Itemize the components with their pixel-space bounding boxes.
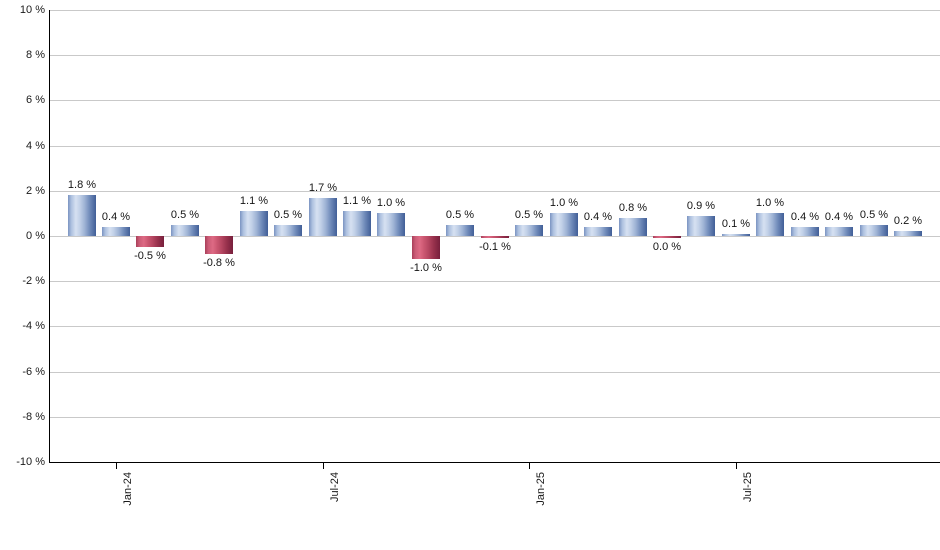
bar	[377, 213, 405, 236]
y-tick-label: 0 %	[26, 230, 45, 242]
bar	[446, 225, 474, 236]
bar	[756, 213, 784, 236]
x-tick-mark	[529, 462, 530, 469]
y-tick-label: 10 %	[19, 4, 45, 16]
bar	[825, 227, 853, 236]
bar	[687, 216, 715, 236]
bar-value-label: 1.0 %	[376, 197, 406, 209]
bar-value-label: 0.1 %	[721, 218, 751, 230]
bar-value-label: 0.4 %	[101, 211, 131, 223]
y-grid-line	[49, 417, 940, 418]
x-tick-label: Jul-25	[742, 472, 754, 502]
y-grid-line	[49, 281, 940, 282]
bar-value-label: -0.1 %	[479, 241, 511, 253]
bar-value-label: 0.5 %	[273, 209, 303, 221]
y-grid-line	[49, 191, 940, 192]
bar	[722, 234, 750, 236]
y-grid-line	[49, 146, 940, 147]
y-grid-line	[49, 326, 940, 327]
bar	[481, 236, 509, 238]
y-tick-label: 8 %	[26, 49, 45, 61]
y-tick-label: -4 %	[22, 320, 45, 332]
bar-value-label: -0.5 %	[134, 250, 166, 262]
bar-value-label: 1.7 %	[308, 182, 338, 194]
x-tick-mark	[736, 462, 737, 469]
bar	[860, 225, 888, 236]
bar-value-label: -1.0 %	[410, 262, 442, 274]
bar	[584, 227, 612, 236]
bar-value-label: 0.2 %	[893, 215, 923, 227]
y-tick-label: -10 %	[16, 456, 45, 468]
x-axis-line	[49, 462, 940, 463]
bar-value-label: 0.0 %	[652, 241, 682, 253]
x-tick-label: Jul-24	[329, 472, 341, 502]
bar-value-label: 0.4 %	[790, 211, 820, 223]
bar	[274, 225, 302, 236]
y-grid-line	[49, 10, 940, 11]
bar-value-label: 1.0 %	[549, 197, 579, 209]
x-tick-mark	[116, 462, 117, 469]
bar	[791, 227, 819, 236]
x-tick-mark	[323, 462, 324, 469]
bar-value-label: 1.0 %	[755, 197, 785, 209]
bar	[619, 218, 647, 236]
bar	[515, 225, 543, 236]
bar	[68, 195, 96, 236]
bar-value-label: 1.1 %	[239, 195, 269, 207]
bar-value-label: 1.8 %	[67, 179, 97, 191]
bar-value-label: 0.5 %	[445, 209, 475, 221]
bar-value-label: 0.4 %	[583, 211, 613, 223]
bar-value-label: 0.9 %	[686, 200, 716, 212]
y-tick-label: -2 %	[22, 275, 45, 287]
y-tick-label: -8 %	[22, 411, 45, 423]
bar	[240, 211, 268, 236]
y-grid-line	[49, 100, 940, 101]
bar	[102, 227, 130, 236]
bar	[343, 211, 371, 236]
bar	[136, 236, 164, 247]
bar	[653, 236, 681, 238]
bar	[205, 236, 233, 254]
y-tick-label: 6 %	[26, 94, 45, 106]
y-tick-label: 4 %	[26, 140, 45, 152]
x-tick-label: Jan-25	[535, 472, 547, 506]
bar-value-label: 0.5 %	[859, 209, 889, 221]
bar-value-label: 0.5 %	[170, 209, 200, 221]
bar	[412, 236, 440, 259]
bar	[550, 213, 578, 236]
y-grid-line	[49, 372, 940, 373]
bar-value-label: 0.5 %	[514, 209, 544, 221]
y-tick-label: 2 %	[26, 185, 45, 197]
bar-value-label: -0.8 %	[203, 257, 235, 269]
x-tick-label: Jan-24	[122, 472, 134, 506]
y-tick-label: -6 %	[22, 366, 45, 378]
bar-value-label: 0.4 %	[824, 211, 854, 223]
y-axis-line	[49, 10, 50, 462]
bar	[894, 231, 922, 236]
bar	[171, 225, 199, 236]
bar	[309, 198, 337, 236]
bar-value-label: 1.1 %	[342, 195, 372, 207]
y-grid-line	[49, 55, 940, 56]
bar-value-label: 0.8 %	[618, 202, 648, 214]
